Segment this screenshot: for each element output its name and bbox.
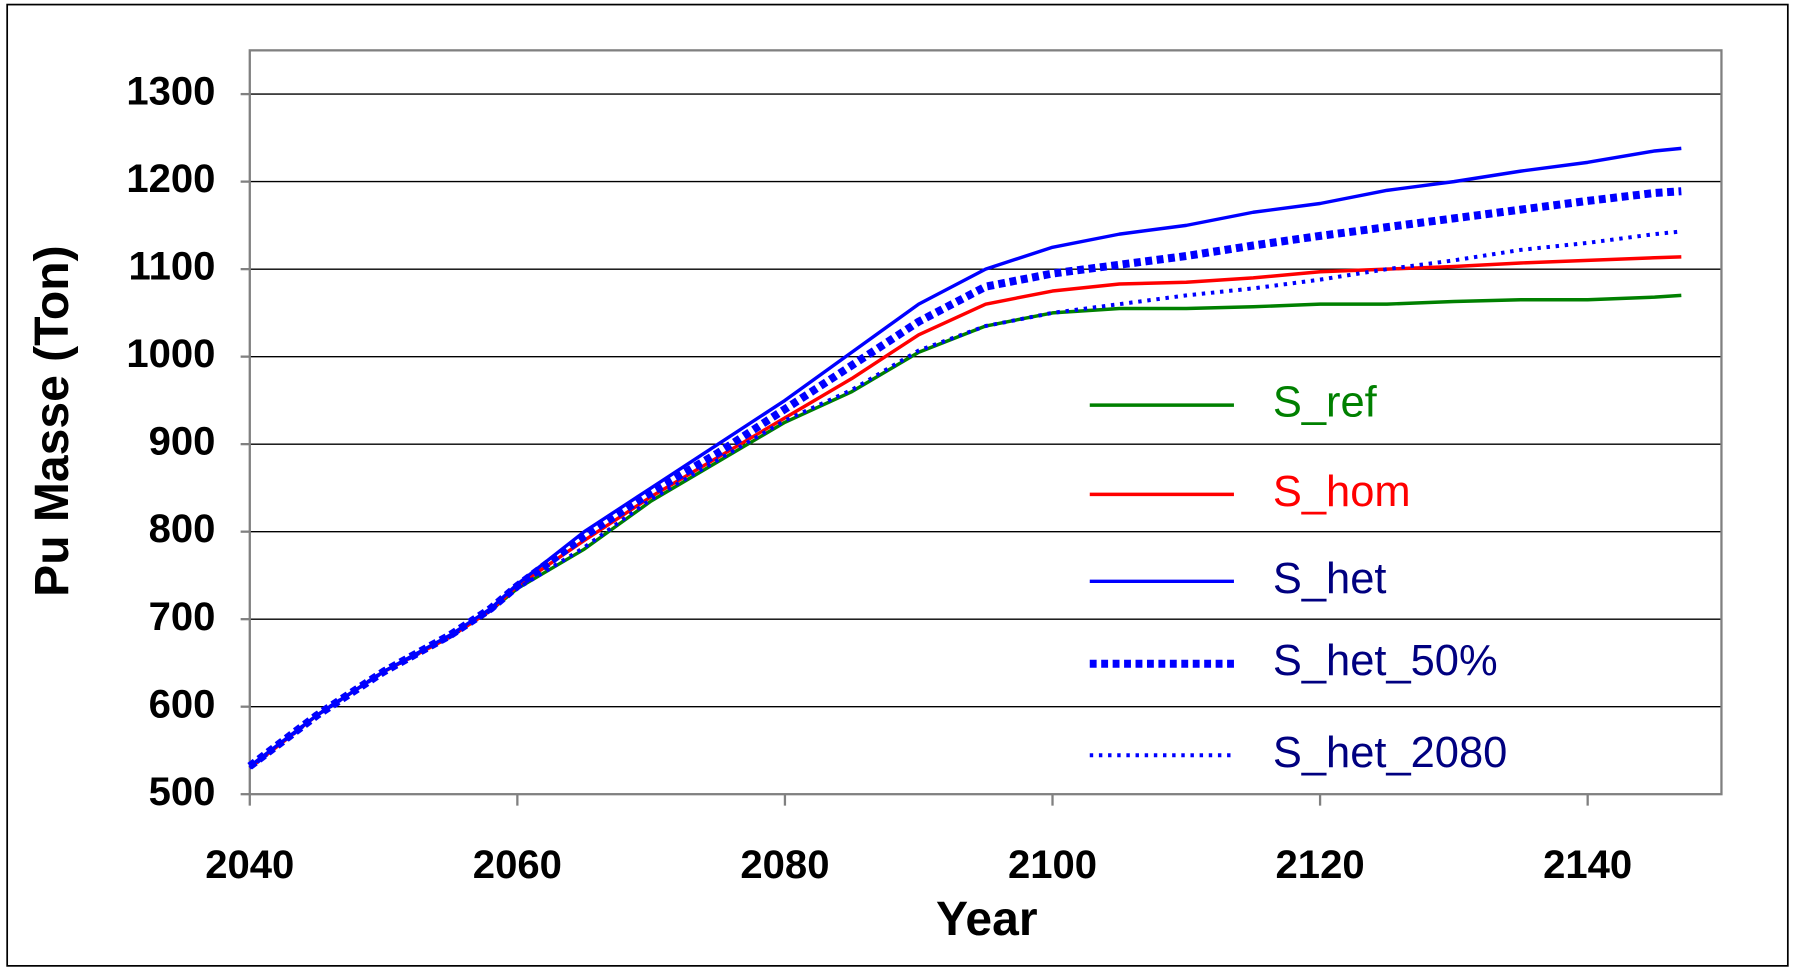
series-line [248, 229, 1682, 770]
legend-label: S_het_50% [1273, 637, 1498, 685]
legend-label: S_het_2080 [1273, 729, 1507, 777]
legend-label: S_hom [1273, 468, 1411, 516]
x-tick-label: 2040 [205, 843, 294, 887]
y-tick-label: 700 [149, 595, 216, 639]
y-tick-label: 900 [149, 420, 216, 464]
lines [247, 146, 1682, 770]
y-tick-label: 1100 [129, 245, 216, 289]
x-tick-label: 2100 [1008, 843, 1097, 887]
y-tick-label: 1200 [126, 157, 215, 201]
x-tick-label: 2120 [1276, 843, 1365, 887]
legend-label: S_ref [1273, 379, 1378, 427]
y-tick-label: 1300 [126, 70, 215, 114]
x-tick-label: 2060 [473, 843, 562, 887]
y-tick-label: 500 [149, 770, 216, 814]
legend: S_ref S_hom S_het S_het_50% S_het_2080 [1089, 379, 1507, 777]
frame [6, 3, 1789, 967]
legend-label: S_het [1273, 555, 1387, 603]
y-axis-title: Pu Masse (Ton) [25, 245, 79, 596]
x-tick-label: 2140 [1543, 843, 1632, 887]
y-tick-label: 800 [149, 507, 216, 551]
x-axis-title: Year [936, 892, 1038, 946]
y-tick-label: 1000 [126, 332, 215, 376]
y-tick-label: 600 [149, 682, 216, 726]
plot-area [248, 49, 1723, 796]
x-tick-label: 2080 [740, 843, 829, 887]
series-line [247, 187, 1682, 770]
